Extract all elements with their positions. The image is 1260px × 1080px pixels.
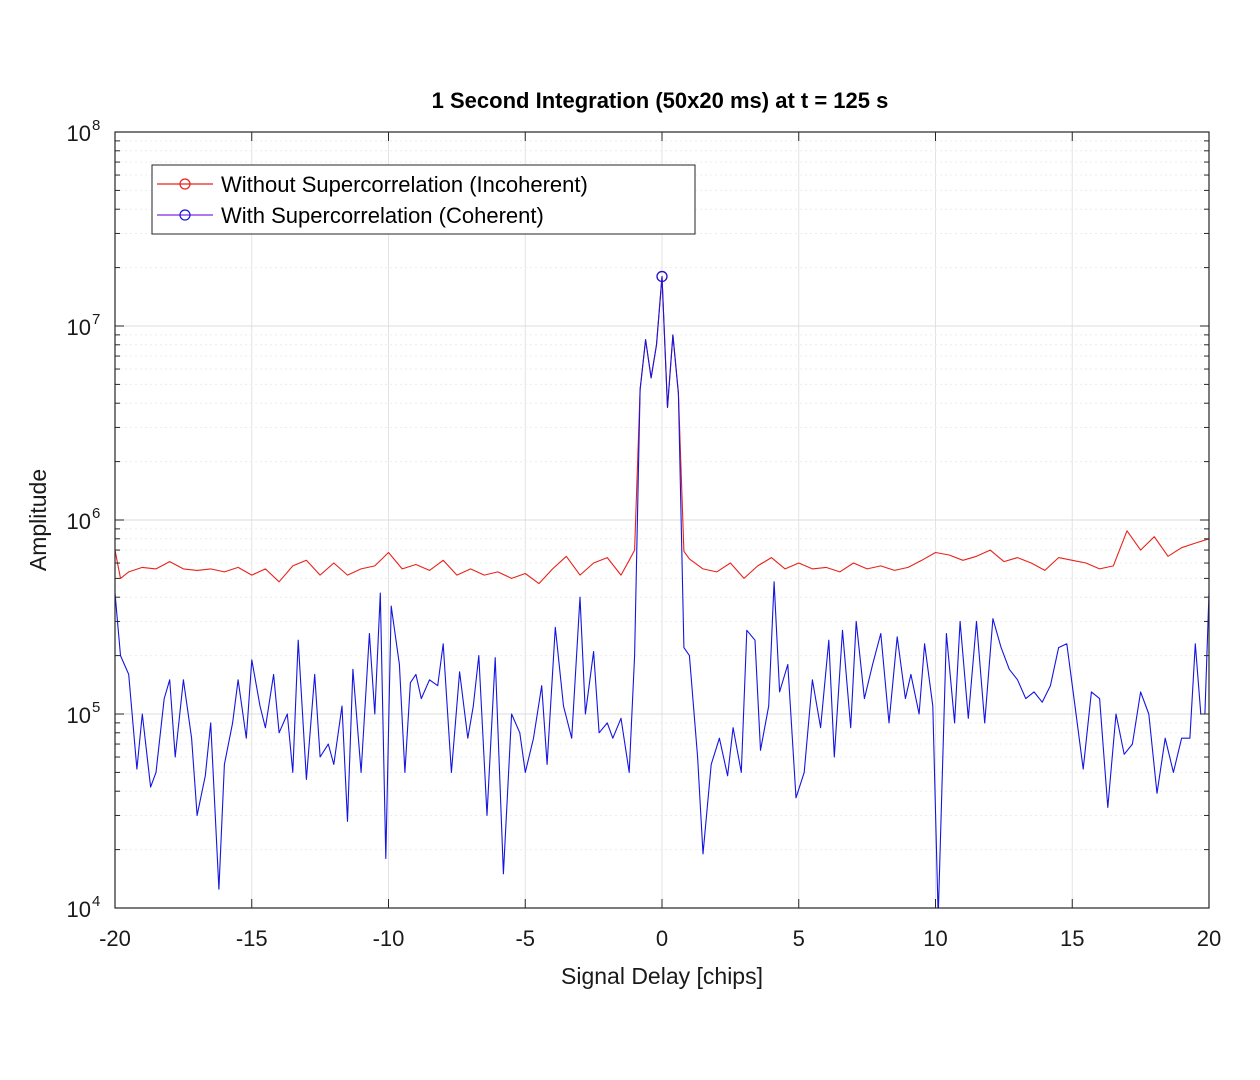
x-tick-label: -5 <box>515 926 535 951</box>
series-layer <box>115 270 1209 908</box>
y-tick-base: 10 <box>67 897 91 922</box>
x-tick-label: 20 <box>1197 926 1221 951</box>
y-tick-exponent: 7 <box>92 311 100 328</box>
legend-label-coherent: With Supercorrelation (Coherent) <box>221 203 544 228</box>
chart-title: 1 Second Integration (50x20 ms) at t = 1… <box>432 88 889 113</box>
y-tick-label: 10 <box>67 315 91 340</box>
legend-label-incoherent: Without Supercorrelation (Incoherent) <box>221 172 588 197</box>
x-tick-label: 0 <box>656 926 668 951</box>
y-tick-base: 10 <box>67 121 91 146</box>
legend-marker-incoherent <box>179 178 191 190</box>
x-tick-label: 15 <box>1060 926 1084 951</box>
y-axis-label: Amplitude <box>25 469 51 571</box>
y-tick-exponent: 6 <box>92 505 100 522</box>
y-tick-base: 10 <box>67 703 91 728</box>
x-tick-label: -20 <box>99 926 131 951</box>
y-tick-exponent: 8 <box>92 117 100 134</box>
x-tick-label: -15 <box>236 926 268 951</box>
y-tick-exponent: 4 <box>92 893 100 910</box>
y-tick-label: 10 <box>67 703 91 728</box>
y-tick-label: 10 <box>67 897 91 922</box>
x-tick-label: 5 <box>793 926 805 951</box>
legend-box <box>151 164 696 235</box>
legend: Without Supercorrelation (Incoherent) Wi… <box>151 164 696 235</box>
y-tick-base: 10 <box>67 315 91 340</box>
y-tick-label: 10 <box>67 121 91 146</box>
series-peak-marker-coherent <box>656 270 668 283</box>
y-tick-label: 10 <box>67 509 91 534</box>
x-tick-label: 10 <box>923 926 947 951</box>
x-axis-label: Signal Delay [chips] <box>561 963 763 989</box>
y-tick-exponent: 5 <box>92 699 100 716</box>
x-tick-label: -10 <box>373 926 405 951</box>
y-tick-base: 10 <box>67 509 91 534</box>
series-line-coherent <box>115 275 1209 908</box>
legend-marker-coherent <box>179 209 191 221</box>
